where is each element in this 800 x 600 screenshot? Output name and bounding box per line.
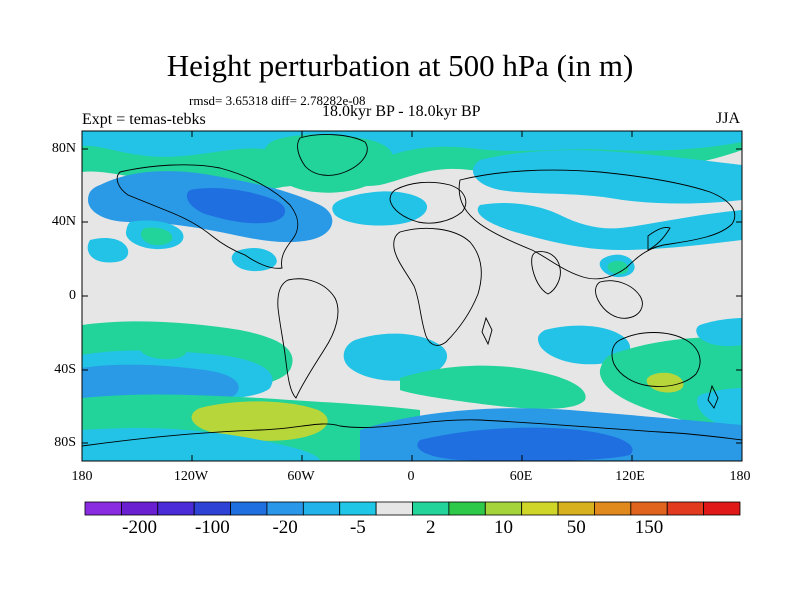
colorbar-box [703, 501, 741, 516]
lon-label-180w: 180 [71, 469, 93, 484]
coastline-north-america [116, 164, 299, 269]
colorbar-box [302, 501, 341, 516]
contour-green-south-pacific-inner [138, 338, 187, 360]
contour-cyan-australia-edge [696, 318, 742, 347]
lon-label-60e: 60E [509, 469, 533, 484]
contour-deep-blue-antarctic [417, 427, 633, 461]
colorbar-label: -200 [122, 517, 157, 538]
contour-green-greenland [264, 134, 394, 193]
colorbar-box [594, 501, 632, 516]
lat-label-equator: 0 [69, 288, 76, 303]
coastline-new-zealand [707, 384, 719, 409]
lat-label-40n: 40N [51, 214, 76, 229]
contour-cyan-antarctic [82, 428, 320, 461]
colorbar-box [484, 501, 523, 516]
contour-cyan-siberia [472, 150, 742, 204]
colorbar [84, 501, 741, 516]
contour-green-east-asia [607, 260, 629, 275]
colorbar-box [84, 501, 122, 516]
coastline-antarctica [82, 419, 742, 447]
lon-label-180e: 180 [729, 469, 751, 484]
colorbar-label: 10 [493, 517, 513, 538]
contour-cyan-north [82, 131, 742, 168]
colorbar-label: -5 [349, 517, 366, 538]
coastline-greenland [297, 134, 368, 176]
colorbar-box [339, 501, 377, 516]
lon-label-120w: 120W [173, 469, 209, 484]
lon-ticks [191, 131, 633, 461]
lat-label-80n: 80N [51, 141, 76, 156]
colorbar-box [448, 501, 486, 516]
contour-layer [82, 131, 742, 461]
colorbar-box [157, 501, 195, 516]
colorbar-box [266, 501, 304, 516]
coastline-japan [647, 227, 671, 251]
colorbar-box [666, 501, 705, 516]
experiment-label: Expt = temas-tebks [82, 111, 206, 128]
colorbar-box [230, 501, 268, 516]
contour-blue-south-pacific [82, 364, 239, 403]
lon-label-60w: 60W [287, 469, 315, 484]
coastline-south-america [277, 278, 339, 399]
contour-cyan-indian-ocean [537, 325, 631, 365]
contour-green-south-atlantic-band [400, 365, 586, 409]
colorbar-label: 2 [425, 517, 436, 538]
colorbar-box [193, 501, 231, 516]
lat-ticks [82, 148, 742, 444]
period-label: 18.0kyr BP - 18.0kyr BP [322, 103, 481, 120]
map-title: Height perturbation at 500 hPa (in m) [166, 48, 634, 83]
coastline-india [531, 251, 561, 295]
coastline-europe [389, 181, 467, 224]
coastline-africa [393, 227, 482, 346]
lon-label-120e: 120E [615, 469, 645, 484]
colorbar-label: -20 [272, 517, 298, 538]
colorbar-box [375, 501, 413, 516]
colorbar-label: 150 [634, 517, 664, 538]
coastline-madagascar [481, 316, 493, 346]
colorbar-label: 50 [566, 517, 586, 538]
contour-yellow-green-antarctic [191, 401, 328, 441]
colorbar-box [630, 501, 668, 516]
colorbar-box [120, 501, 159, 516]
contour-green-north-pacific [140, 227, 173, 246]
colorbar-label: -100 [194, 517, 230, 538]
coastlines [82, 134, 742, 447]
colorbar-box [557, 501, 595, 516]
lat-label-80s: 80S [54, 435, 76, 450]
lon-label-0: 0 [407, 469, 415, 484]
contour-deep-blue-canada [186, 188, 286, 224]
lat-label-40s: 40S [54, 362, 76, 377]
contour-yellow-green-australia [646, 372, 684, 393]
coastline-asia [458, 169, 736, 280]
contour-cyan-atlantic [332, 191, 428, 226]
contour-cyan-pacific [87, 238, 129, 263]
statistics-text: rmsd= 3.65318 diff= 2.78282e-08 [189, 93, 366, 108]
contour-cyan-asia [477, 203, 742, 250]
coastline-australia [611, 332, 701, 387]
season-label: JJA [715, 110, 740, 127]
colorbar-box [521, 501, 559, 516]
coastline-southeast-asia [595, 280, 643, 319]
contour-cyan-south-atlantic [343, 333, 448, 381]
colorbar-box [412, 501, 450, 516]
